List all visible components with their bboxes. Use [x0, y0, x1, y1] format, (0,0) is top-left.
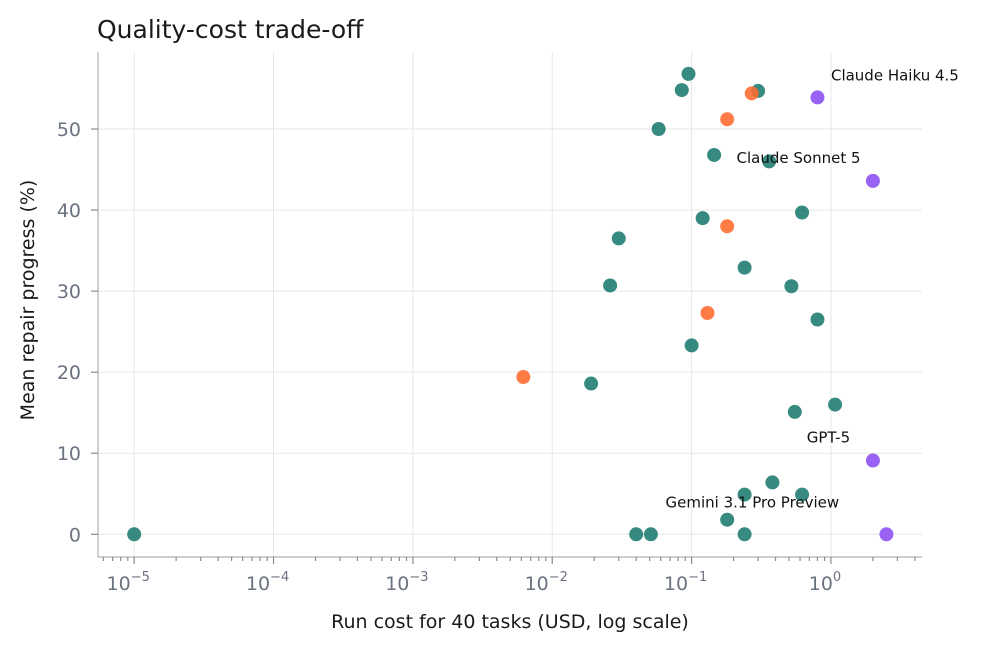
data-point-teal: [787, 404, 802, 419]
x-axis-ticks: 10−5 10−4 10−3 10−2 10−1 100: [102, 557, 916, 595]
point-annotation: Gemini 3.1 Pro Preview: [666, 494, 840, 512]
data-points: [127, 66, 894, 542]
y-tick-label: 50: [57, 119, 81, 141]
x-tick-label: 10−5: [107, 570, 150, 595]
x-tick-label: 10−4: [246, 570, 289, 595]
data-point-teal: [765, 475, 780, 490]
data-point-teal: [681, 66, 696, 81]
point-annotation: Claude Sonnet 5: [737, 149, 861, 167]
data-point-teal: [127, 527, 142, 542]
data-point-purple: [810, 90, 825, 105]
data-point-teal: [828, 397, 843, 412]
data-point-teal: [795, 205, 810, 220]
data-point-teal: [643, 527, 658, 542]
data-point-teal: [737, 487, 752, 502]
chart-title: Quality-cost trade-off: [97, 15, 364, 44]
x-tick-label: 10−1: [664, 570, 707, 595]
data-point-purple: [865, 453, 880, 468]
point-annotation: Claude Haiku 4.5: [831, 66, 959, 84]
point-annotation: GPT-5: [807, 429, 850, 447]
data-point-teal: [737, 260, 752, 275]
x-tick-label: 10−3: [385, 570, 428, 595]
grid-lines: [98, 52, 922, 557]
data-point-orange: [720, 112, 735, 127]
point-annotations: Claude Haiku 4.5 Claude Sonnet 5 GPT-5 Gemi…: [666, 66, 959, 511]
y-tick-label: 30: [57, 281, 81, 303]
data-point-orange: [720, 219, 735, 234]
data-point-orange: [700, 306, 715, 321]
x-tick-label: 10−2: [525, 570, 568, 595]
data-point-purple: [879, 527, 894, 542]
data-point-teal: [674, 83, 689, 98]
data-point-orange: [744, 86, 759, 101]
y-tick-label: 40: [57, 200, 81, 222]
y-tick-label: 0: [69, 524, 81, 546]
data-point-teal: [584, 376, 599, 391]
data-point-teal: [629, 527, 644, 542]
y-axis-ticks: 0 10 20 30 40 50: [57, 119, 98, 546]
data-point-teal: [611, 231, 626, 246]
data-point-teal: [810, 312, 825, 327]
data-point-orange: [516, 370, 531, 385]
x-axis-label: Run cost for 40 tasks (USD, log scale): [331, 611, 689, 633]
y-tick-label: 20: [57, 362, 81, 384]
data-point-teal: [762, 154, 777, 169]
data-point-teal: [684, 338, 699, 353]
axes: [97, 52, 922, 558]
data-point-teal: [707, 147, 722, 162]
data-point-teal: [795, 487, 810, 502]
x-tick-label: 100: [809, 570, 841, 595]
y-tick-label: 10: [57, 443, 81, 465]
data-point-teal: [603, 278, 618, 293]
data-point-teal: [720, 512, 735, 527]
data-point-teal: [737, 527, 752, 542]
y-axis-label: Mean repair progress (%): [17, 180, 39, 421]
data-point-teal: [784, 279, 799, 294]
data-point-teal: [651, 122, 666, 137]
data-point-purple: [865, 173, 880, 188]
data-point-teal: [695, 211, 710, 226]
